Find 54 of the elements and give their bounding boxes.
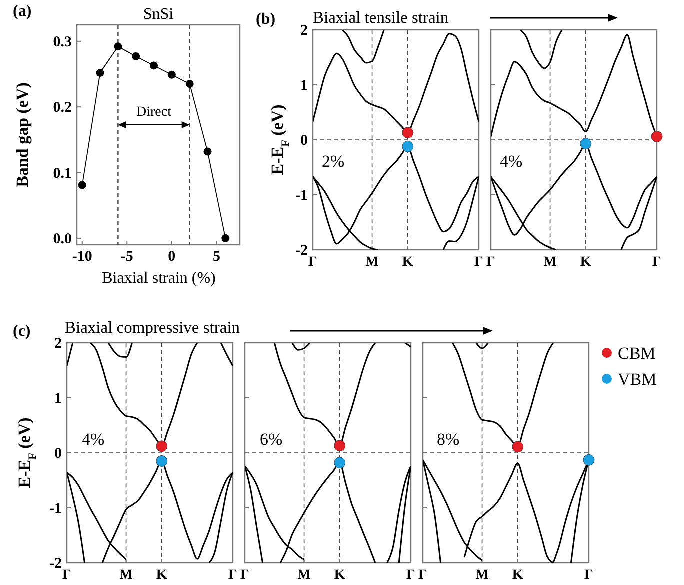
y-tick-label: 0.3: [53, 34, 72, 50]
annotation: 4%: [82, 430, 105, 449]
x-tick-label: 0: [168, 249, 176, 265]
x-tick-label: M: [544, 255, 557, 270]
x-tick-label: Γ: [486, 255, 496, 270]
x-axis-title: Biaxial strain (%): [102, 270, 216, 287]
x-tick-label: Γ: [474, 255, 484, 270]
x-tick-label: 5: [212, 249, 220, 265]
legend-label: VBM: [618, 370, 657, 389]
y-tick-label: -2: [50, 556, 62, 572]
text: (a): [13, 3, 32, 20]
text: (c): [13, 323, 31, 340]
x-tick-label: M: [366, 255, 379, 270]
annotation: 4%: [500, 152, 523, 171]
y-tick-label: 0.1: [53, 166, 72, 182]
y-tick-label: -2: [296, 243, 308, 259]
x-tick-label: M: [298, 568, 311, 583]
y-tick-label: -1: [50, 501, 62, 517]
y-tick-label: 1: [300, 78, 308, 94]
x-tick-label: M: [476, 568, 489, 583]
x-tick-label: -10: [72, 249, 92, 265]
annotation: Direct: [136, 105, 172, 120]
x-tick-label: Γ: [418, 568, 428, 583]
x-tick-label: K: [156, 568, 168, 583]
y-tick-label: 2: [54, 336, 62, 352]
x-tick-label: Γ: [652, 255, 662, 270]
x-tick-label: -5: [120, 249, 134, 265]
legend-label: CBM: [618, 344, 656, 363]
x-tick-label: K: [512, 568, 524, 583]
text: (b): [256, 11, 276, 28]
x-tick-label: Γ: [406, 568, 416, 583]
annotation: 2%: [322, 152, 345, 171]
chart-title: Biaxial compressive strain: [65, 318, 240, 337]
x-tick-label: K: [334, 568, 346, 583]
x-tick-label: Γ: [584, 568, 594, 583]
x-tick-label: K: [402, 255, 414, 270]
x-tick-label: Γ: [228, 568, 238, 583]
chart-title: SnSi: [143, 6, 174, 23]
x-tick-label: Γ: [308, 255, 318, 270]
chart-title: Biaxial tensile strain: [313, 8, 449, 27]
x-tick-label: Γ: [62, 568, 72, 583]
y-tick-label: 2: [300, 23, 308, 39]
y-tick-label: 0.2: [53, 100, 72, 116]
y-tick-label: 0.0: [53, 231, 72, 248]
y-tick-label: 1: [54, 391, 62, 407]
x-tick-label: Γ: [240, 568, 250, 583]
y-axis-title: Band gap (eV): [13, 82, 32, 188]
y-tick-label: -1: [296, 188, 308, 204]
y-tick-label: 0: [54, 446, 62, 462]
annotation: 6%: [260, 430, 283, 449]
x-tick-label: M: [120, 568, 133, 583]
y-tick-label: 0: [300, 133, 308, 149]
x-tick-label: K: [580, 255, 592, 270]
annotation: 8%: [437, 430, 460, 449]
